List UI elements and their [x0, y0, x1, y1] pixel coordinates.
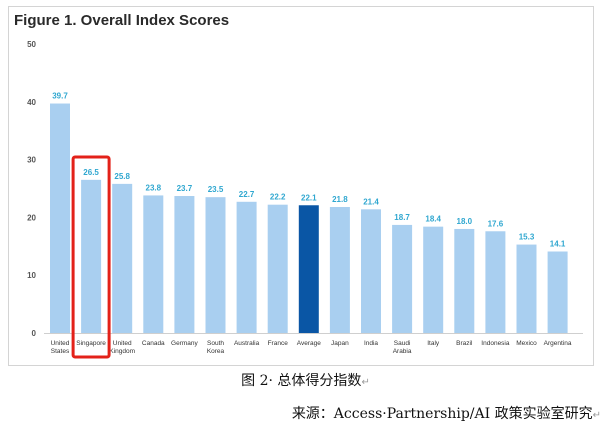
- bar: [516, 244, 537, 333]
- x-tick-label: Saudi: [394, 340, 411, 347]
- data-label: 18.4: [425, 215, 441, 224]
- data-label: 15.3: [519, 233, 535, 242]
- paragraph-mark: ↵: [592, 410, 601, 421]
- source-note: 来源：Access·Partnership/AI 政策实验室研究↵: [292, 403, 601, 423]
- bar: [485, 231, 506, 333]
- x-tick-label: United: [113, 340, 132, 347]
- bar: [50, 103, 70, 333]
- data-label: 22.1: [301, 193, 317, 202]
- bar: [205, 197, 226, 333]
- data-label: 18.0: [457, 217, 473, 226]
- bar: [423, 226, 444, 333]
- x-tick-label: Japan: [331, 340, 349, 347]
- x-tick-label: United: [51, 340, 70, 347]
- y-tick-label: 30: [27, 156, 36, 165]
- x-tick-label: Indonesia: [481, 340, 510, 347]
- x-tick-label: Germany: [171, 340, 198, 347]
- bar: [112, 183, 133, 333]
- y-tick-label: 40: [27, 98, 36, 107]
- y-tick-label: 10: [27, 271, 36, 280]
- data-label: 17.6: [488, 219, 504, 228]
- source-text: 来源：Access·Partnership/AI 政策实验室研究: [291, 406, 593, 422]
- bar: [547, 251, 568, 333]
- bar: [361, 209, 381, 333]
- bar: [236, 201, 257, 333]
- figure-caption: 图 2· 总体得分指数↵: [0, 370, 611, 390]
- x-tick-label: Singapore: [76, 340, 106, 347]
- highlight-box: [71, 155, 111, 359]
- x-tick-label: Kingdom: [109, 348, 135, 355]
- x-tick-label: Italy: [427, 340, 440, 347]
- x-tick-label: South: [207, 340, 224, 347]
- bar: [267, 204, 288, 333]
- y-tick-label: 50: [27, 40, 36, 49]
- data-label: 22.7: [239, 190, 255, 199]
- figure-title: Figure 1. Overall Index Scores: [14, 12, 230, 29]
- data-label: 23.8: [146, 183, 162, 192]
- bar: [329, 206, 350, 333]
- bar: [392, 224, 413, 333]
- x-tick-label: Brazil: [456, 340, 473, 347]
- caption-text: 图 2· 总体得分指数: [241, 373, 362, 389]
- x-tick-label: Australia: [234, 340, 260, 347]
- bar: [143, 195, 164, 333]
- bar: [454, 228, 475, 333]
- y-tick-label: 0: [32, 329, 37, 338]
- data-label: 23.7: [177, 184, 193, 193]
- data-label: 23.5: [208, 185, 224, 194]
- x-tick-label: Average: [297, 340, 321, 347]
- data-label: 26.5: [83, 168, 99, 177]
- bar: [174, 196, 195, 333]
- data-label: 25.8: [114, 172, 130, 181]
- bar: [298, 205, 319, 333]
- x-tick-label: Arabia: [393, 348, 412, 355]
- data-label: 21.8: [332, 195, 348, 204]
- data-label: 18.7: [394, 213, 410, 222]
- x-tick-label: India: [364, 340, 378, 347]
- data-label: 21.4: [363, 197, 379, 206]
- data-label: 14.1: [550, 240, 566, 249]
- x-tick-label: Mexico: [516, 340, 537, 347]
- data-label: 39.7: [52, 92, 68, 101]
- x-tick-label: Korea: [207, 348, 225, 355]
- x-tick-label: France: [268, 340, 289, 347]
- paragraph-mark: ↵: [361, 377, 370, 388]
- x-tick-label: Argentina: [544, 340, 572, 347]
- x-tick-label: States: [51, 348, 70, 355]
- x-tick-label: Canada: [142, 340, 165, 347]
- y-tick-label: 20: [27, 213, 36, 222]
- data-label: 22.2: [270, 193, 286, 202]
- bar: [81, 179, 102, 333]
